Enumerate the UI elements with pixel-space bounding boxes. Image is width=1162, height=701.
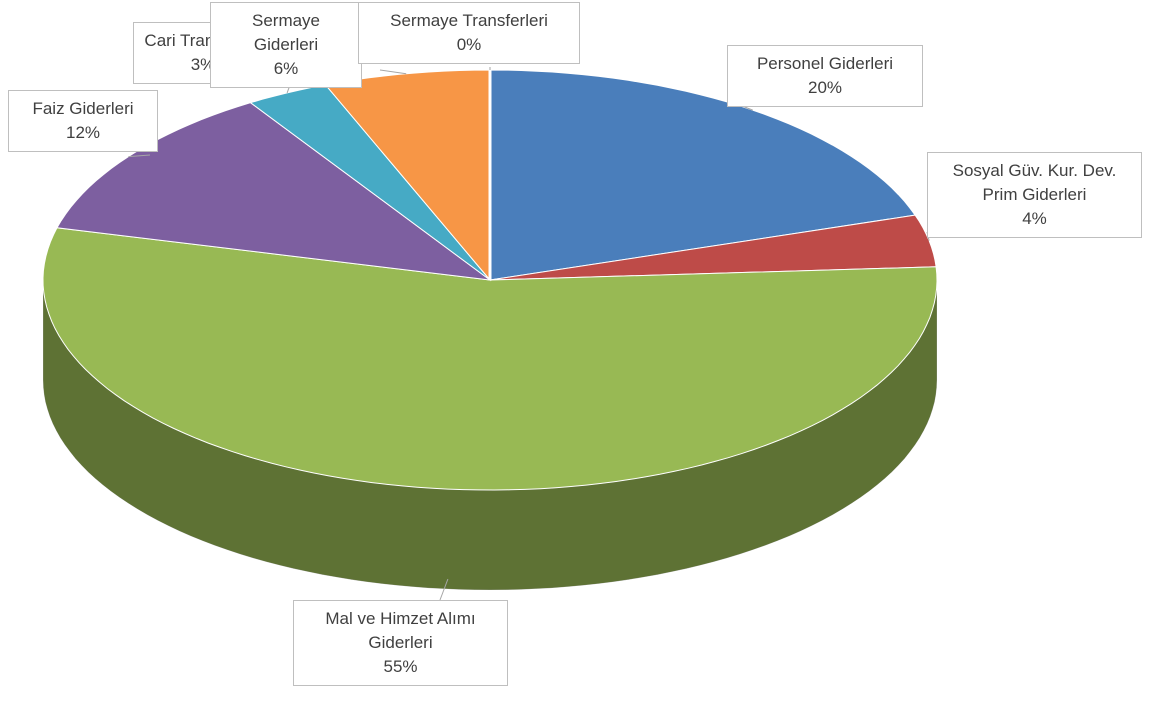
label-name: Mal ve Himzet Alımı Giderleri	[325, 609, 476, 652]
leader-line	[128, 154, 151, 158]
label-value: 55%	[383, 657, 418, 676]
label-name: Sermaye Transferleri	[390, 11, 548, 30]
leader-line	[439, 578, 449, 601]
label-name: Sosyal Güv. Kur. Dev. Prim Giderleri	[952, 161, 1117, 204]
data-label: Mal ve Himzet Alımı Giderleri 55%	[293, 600, 508, 686]
label-value: 6%	[273, 59, 299, 78]
slice-side-shade	[43, 280, 937, 590]
label-name: Sermaye Giderleri	[251, 11, 321, 54]
leader-line	[379, 69, 407, 75]
data-label: Faiz Giderleri 12%	[8, 90, 158, 152]
data-label: Sermaye Transferleri 0%	[358, 2, 580, 64]
label-value: 12%	[65, 123, 101, 142]
data-label: Sosyal Güv. Kur. Dev. Prim Giderleri 4%	[927, 152, 1142, 238]
label-value: 3%	[190, 55, 216, 74]
label-value: 20%	[807, 78, 843, 97]
slice	[42, 227, 938, 491]
data-label: Sermaye Giderleri 6%	[210, 2, 362, 88]
label-name: Faiz Giderleri	[32, 99, 134, 118]
label-name: Personel Giderleri	[756, 54, 894, 73]
label-value: 0%	[456, 35, 482, 54]
label-value: 4%	[1022, 209, 1047, 228]
data-label: Personel Giderleri 20%	[727, 45, 923, 107]
